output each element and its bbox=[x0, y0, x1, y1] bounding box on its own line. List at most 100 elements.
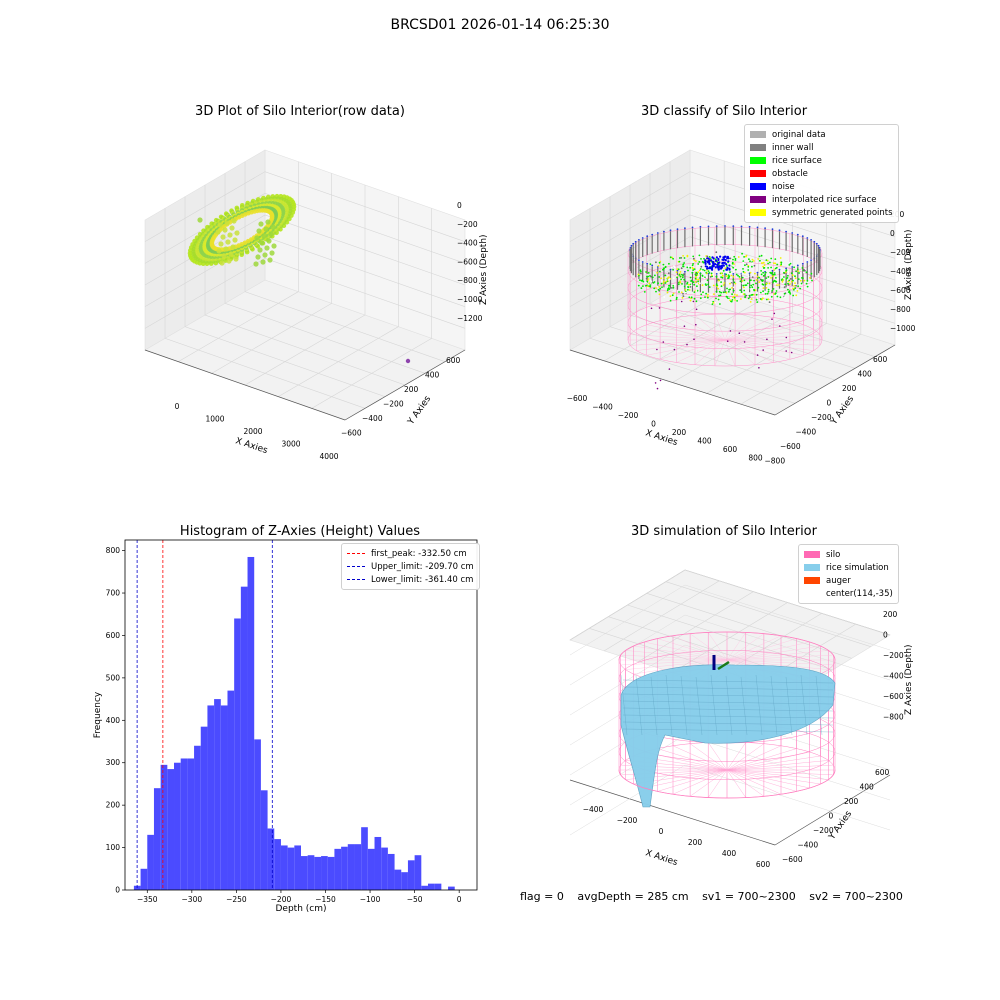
p2-surface-point bbox=[744, 284, 747, 287]
p2-surface-point bbox=[673, 265, 675, 267]
p4-silo-spoke bbox=[672, 769, 728, 795]
hist-bar bbox=[180, 758, 188, 890]
p2-noise-point bbox=[676, 269, 679, 272]
p3-xtick-label: −150 bbox=[315, 895, 336, 904]
p2-surface-point bbox=[679, 271, 682, 273]
p4-legend-swatch bbox=[804, 564, 820, 571]
p2-surface-point bbox=[676, 276, 678, 279]
p3-legend-item: Upper_limit: -209.70 cm bbox=[347, 560, 474, 573]
p2-surface-point bbox=[789, 291, 791, 294]
p2-surface-point bbox=[809, 277, 811, 279]
p2-surface-point bbox=[754, 272, 756, 275]
p2-surface-point bbox=[772, 273, 775, 276]
p1-ztick: −1000 bbox=[457, 295, 483, 304]
p2-surface-point bbox=[776, 284, 778, 286]
p2-noise-point bbox=[723, 261, 726, 264]
hist-bar bbox=[200, 726, 208, 890]
p2-surface-point bbox=[645, 281, 647, 284]
p2-surface-point bbox=[764, 271, 767, 274]
p2-interp-point bbox=[692, 300, 695, 303]
p2-noise-point bbox=[785, 267, 787, 270]
p2-surface-point bbox=[743, 256, 745, 258]
p2-surface-point bbox=[681, 273, 683, 276]
p2-surface-point bbox=[689, 299, 692, 302]
p4-y-axis bbox=[774, 774, 891, 846]
hist-bar bbox=[140, 868, 148, 890]
p2-surface-point bbox=[664, 282, 667, 284]
p2-surface-point bbox=[695, 276, 697, 278]
sv2-text: sv2 = 700~2300 bbox=[809, 890, 903, 903]
p2-surface-point bbox=[797, 278, 800, 280]
p2-surface-point bbox=[766, 292, 769, 295]
p2-legend-swatch bbox=[750, 183, 766, 190]
p2-surface-point bbox=[733, 293, 736, 296]
p4-ztick: 200 bbox=[883, 610, 898, 619]
p2-surface-point bbox=[732, 289, 735, 292]
p4-silo-spoke bbox=[726, 632, 746, 661]
p2-interp-point bbox=[743, 341, 746, 343]
p2-surface-point bbox=[715, 251, 718, 254]
p2-surface-point bbox=[658, 293, 661, 296]
p1-ztick: −600 bbox=[457, 257, 478, 266]
p2-surface-point bbox=[645, 277, 648, 280]
p1-point bbox=[233, 256, 239, 262]
p2-surface-point bbox=[726, 265, 728, 267]
p2-surface-point bbox=[798, 272, 800, 274]
p2-surface-point bbox=[709, 276, 712, 278]
hist-bar bbox=[214, 699, 221, 890]
p1-point bbox=[253, 261, 259, 267]
p2-surface-point bbox=[684, 289, 687, 291]
p2-surface-point bbox=[672, 257, 674, 260]
p2-surface-point bbox=[695, 274, 697, 277]
hist-bar bbox=[387, 853, 395, 890]
p2-surface-point bbox=[693, 286, 695, 288]
p2-noise-point bbox=[638, 259, 640, 261]
p4-ytick: 0 bbox=[829, 812, 834, 821]
p2-cylinder-spoke bbox=[724, 329, 814, 341]
p2-ytick: −800 bbox=[765, 457, 786, 466]
p2-noise-point bbox=[740, 225, 743, 228]
p4-silo-spoke bbox=[726, 769, 829, 780]
p2-surface-point bbox=[793, 288, 795, 291]
p2-surface-point bbox=[648, 282, 651, 285]
p2-surface-point bbox=[787, 284, 790, 286]
p2-surface-point bbox=[752, 293, 755, 296]
p1-point bbox=[254, 235, 260, 241]
p4-ytick: −200 bbox=[813, 826, 834, 835]
p2-surface-point bbox=[792, 279, 794, 282]
p4-silo-spoke bbox=[708, 742, 728, 771]
p2-surface-point bbox=[655, 290, 657, 293]
p2-surface-point bbox=[794, 282, 796, 284]
p2-surface-point bbox=[743, 271, 746, 274]
p4-xtick: 0 bbox=[659, 827, 664, 836]
p4-legend-label: rice simulation bbox=[826, 562, 889, 573]
p2-surface-point bbox=[782, 279, 785, 281]
p2-surface-point bbox=[715, 280, 718, 282]
p2-surface-point bbox=[787, 280, 790, 283]
panel1-title: 3D Plot of Silo Interior(row data) bbox=[195, 104, 405, 119]
p2-surface-point bbox=[650, 279, 652, 282]
p2-cylinder-spoke bbox=[714, 339, 726, 366]
p2-legend-swatch bbox=[750, 209, 766, 216]
p2-surface-point bbox=[746, 282, 749, 285]
p2-surface-point bbox=[693, 291, 696, 293]
p2-surface-point bbox=[695, 300, 698, 303]
p1-ztick: −800 bbox=[457, 276, 478, 285]
p4-ztick: −200 bbox=[883, 651, 904, 660]
p2-ytick: 600 bbox=[873, 355, 888, 364]
p1-point bbox=[231, 218, 237, 224]
p2-surface-point bbox=[694, 281, 697, 283]
p2-surface-point bbox=[773, 279, 776, 282]
p2-surface-point bbox=[697, 278, 700, 281]
p2-surface-point bbox=[708, 286, 711, 288]
hist-bar bbox=[267, 828, 275, 890]
hist-bar bbox=[434, 883, 442, 890]
p2-surface-point bbox=[703, 277, 706, 280]
p4-silo-top-rim bbox=[618, 631, 836, 661]
p2-surface-point bbox=[725, 295, 728, 298]
p4-rice-mesh bbox=[622, 693, 834, 698]
p2-surface-point bbox=[687, 286, 689, 288]
p1-point bbox=[229, 225, 235, 231]
p3-ytick-label: 700 bbox=[106, 589, 121, 598]
p1-point bbox=[258, 221, 264, 227]
